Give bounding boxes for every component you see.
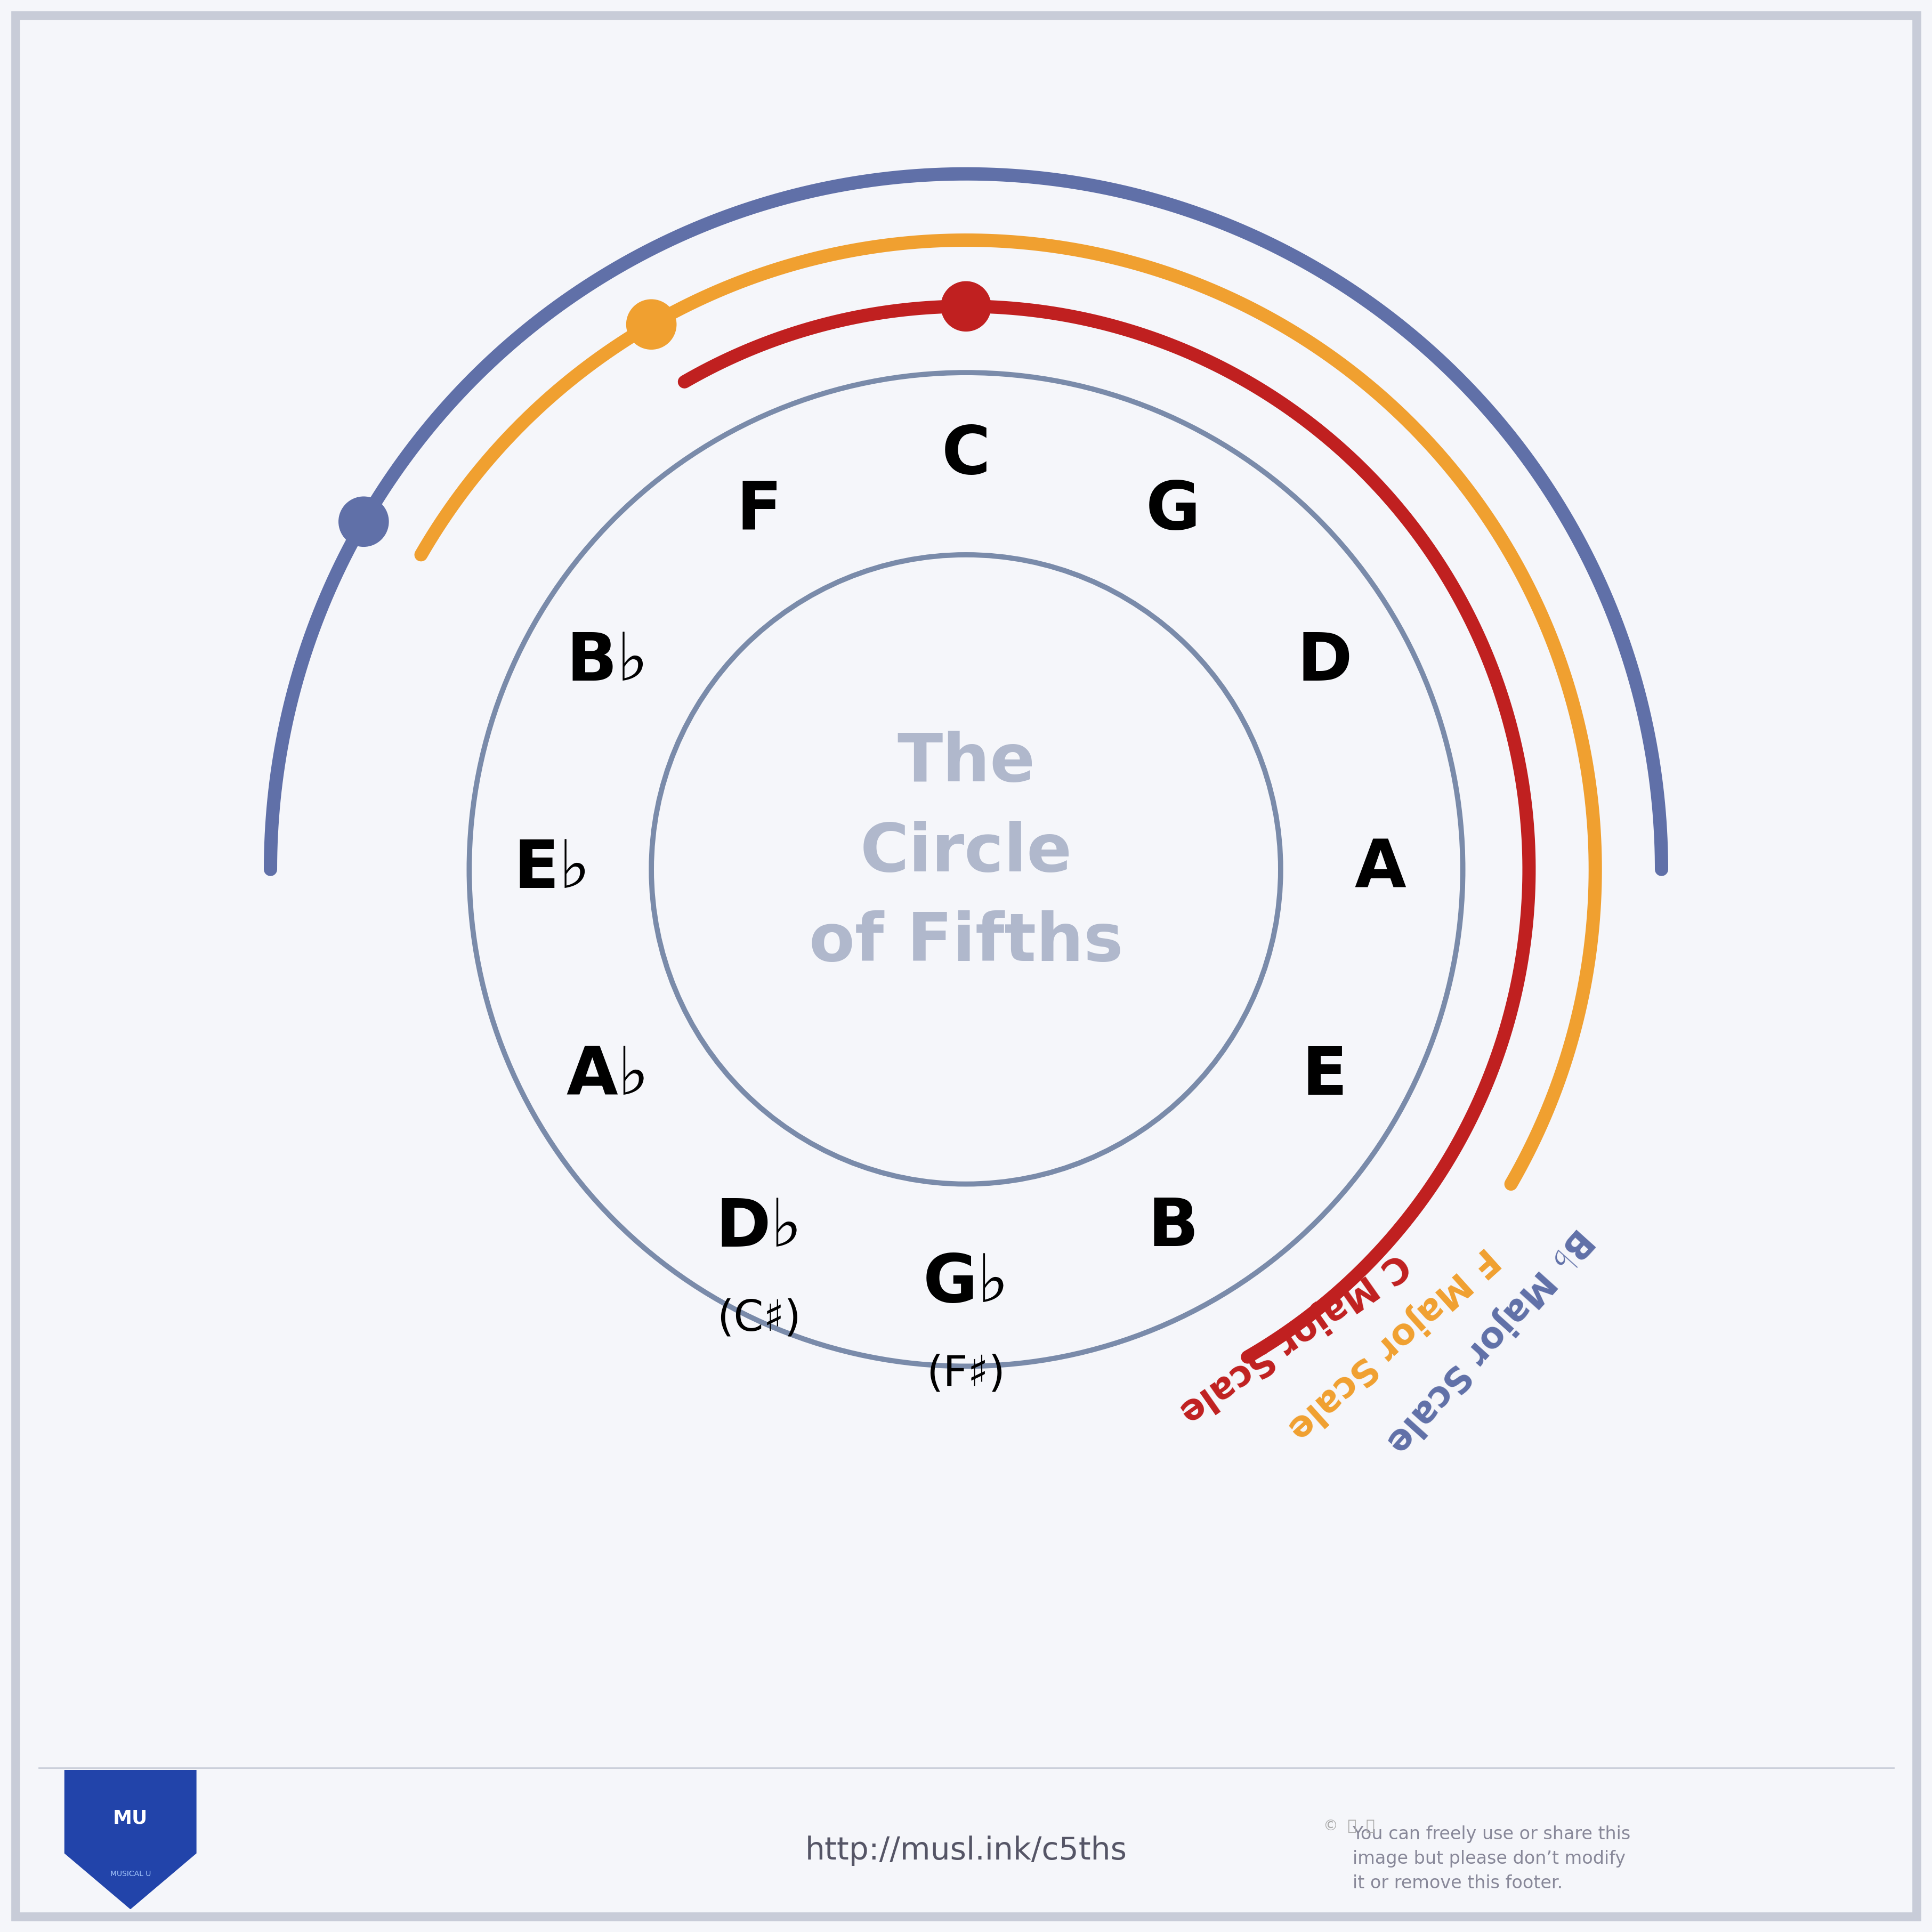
Text: D: D bbox=[1296, 630, 1352, 696]
Text: E: E bbox=[1302, 1043, 1347, 1109]
Text: C: C bbox=[941, 423, 991, 487]
Circle shape bbox=[626, 299, 676, 350]
Text: The
Circle
of Fifths: The Circle of Fifths bbox=[810, 730, 1122, 976]
Text: E♭: E♭ bbox=[514, 837, 591, 902]
Text: G♭: G♭ bbox=[923, 1252, 1009, 1316]
Circle shape bbox=[338, 497, 388, 547]
Text: MU: MU bbox=[112, 1810, 149, 1828]
Text: B♭: B♭ bbox=[566, 630, 649, 696]
Text: F Major Scale: F Major Scale bbox=[1281, 1240, 1505, 1447]
Text: A: A bbox=[1354, 837, 1406, 902]
Text: C Major Scale: C Major Scale bbox=[1173, 1244, 1414, 1430]
Text: http://musl.ink/c5ths: http://musl.ink/c5ths bbox=[806, 1835, 1126, 1866]
Text: F: F bbox=[736, 479, 782, 543]
Text: You can freely use or share this
image but please don’t modify
it or remove this: You can freely use or share this image b… bbox=[1352, 1826, 1631, 1891]
Text: D♭: D♭ bbox=[715, 1196, 802, 1260]
Text: A♭: A♭ bbox=[566, 1043, 649, 1109]
Text: B♭ Major Scale: B♭ Major Scale bbox=[1379, 1221, 1600, 1459]
Text: MUSICAL U: MUSICAL U bbox=[110, 1870, 151, 1878]
Text: ©  ⓘ  ⓘ: © ⓘ ⓘ bbox=[1323, 1818, 1376, 1833]
Text: B: B bbox=[1148, 1196, 1198, 1260]
Polygon shape bbox=[66, 1770, 197, 1909]
Circle shape bbox=[941, 282, 991, 330]
Text: (F♯): (F♯) bbox=[927, 1354, 1005, 1395]
Text: G: G bbox=[1146, 479, 1200, 543]
Text: (C♯): (C♯) bbox=[717, 1298, 802, 1339]
